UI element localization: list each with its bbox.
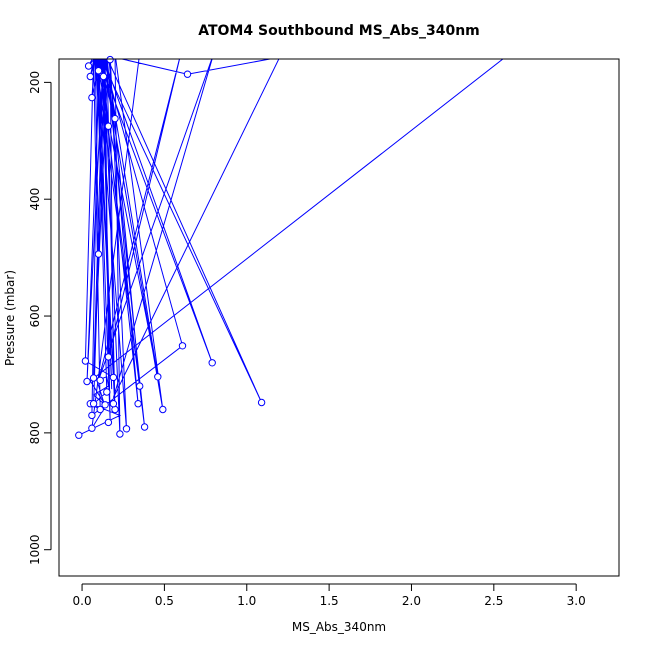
data-point <box>154 373 162 381</box>
y-axis: 200 400 600 800 1000 <box>28 71 52 565</box>
data-point <box>183 70 192 78</box>
data-point <box>84 62 93 70</box>
data-point <box>86 72 95 81</box>
data-point <box>103 388 111 396</box>
data-point <box>111 114 119 123</box>
data-point <box>94 67 103 75</box>
data-point <box>96 405 104 414</box>
y-tick-label: 1000 <box>28 534 42 565</box>
plot-frame <box>58 58 620 577</box>
data-point <box>257 398 266 407</box>
series-line <box>78 59 504 436</box>
x-axis: 0.0 0.5 1.0 1.5 2.0 2.5 3.0 <box>73 583 586 608</box>
data-point <box>104 418 113 427</box>
data-point <box>83 377 91 386</box>
data-point <box>89 374 98 382</box>
data-point <box>134 400 142 408</box>
data-point <box>99 72 108 81</box>
data-point <box>88 424 96 432</box>
data-point <box>88 411 96 420</box>
data-point <box>104 353 113 361</box>
data-point <box>122 425 131 433</box>
x-tick-label: 1.5 <box>320 594 339 608</box>
data-point <box>89 400 98 408</box>
data-point <box>94 250 103 258</box>
y-tick-label: 400 <box>28 188 42 211</box>
y-tick-label: 200 <box>28 71 42 94</box>
x-tick-label: 0.0 <box>73 594 92 608</box>
marker-layer <box>75 55 266 439</box>
data-point <box>75 431 83 439</box>
y-tick-label: 600 <box>28 305 42 328</box>
data-point <box>104 122 113 130</box>
data-point <box>208 359 216 367</box>
x-tick-label: 3.0 <box>567 594 586 608</box>
y-tick-label: 800 <box>28 421 42 444</box>
chart-title: ATOM4 Southbound MS_Abs_340nm <box>198 23 480 39</box>
data-point <box>101 401 109 409</box>
data-point <box>116 430 124 438</box>
data-point <box>96 376 104 384</box>
x-tick-label: 0.5 <box>155 594 174 608</box>
x-axis-label: MS_Abs_340nm <box>292 620 386 634</box>
data-point <box>88 93 96 102</box>
data-point <box>178 342 187 350</box>
data-point <box>136 382 144 390</box>
data-point <box>140 423 149 431</box>
data-point <box>109 373 118 382</box>
data-point <box>81 357 90 365</box>
data-point <box>159 405 167 414</box>
series-layer <box>78 59 504 436</box>
data-point <box>106 55 114 64</box>
x-tick-label: 2.0 <box>402 594 421 608</box>
data-point <box>109 400 118 408</box>
x-tick-label: 2.5 <box>484 594 503 608</box>
x-tick-label: 1.0 <box>237 594 256 608</box>
y-axis-label: Pressure (mbar) <box>3 270 17 366</box>
